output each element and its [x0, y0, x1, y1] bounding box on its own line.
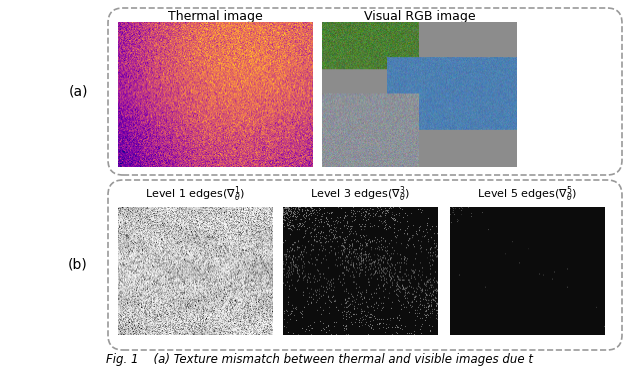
Text: (b): (b)	[68, 258, 88, 272]
Text: Thermal image: Thermal image	[168, 10, 262, 23]
Text: Level 5 edges($\nabla_{\theta}^{5}$): Level 5 edges($\nabla_{\theta}^{5}$)	[477, 184, 577, 203]
Text: Level 1 edges($\nabla_{\theta}^{1}$): Level 1 edges($\nabla_{\theta}^{1}$)	[145, 184, 245, 203]
Text: (a): (a)	[68, 84, 88, 99]
Text: Visual RGB image: Visual RGB image	[364, 10, 476, 23]
Text: Fig. 1    (a) Texture mismatch between thermal and visible images due t: Fig. 1 (a) Texture mismatch between ther…	[106, 353, 534, 366]
Text: Level 3 edges($\nabla_{\theta}^{3}$): Level 3 edges($\nabla_{\theta}^{3}$)	[310, 184, 410, 203]
